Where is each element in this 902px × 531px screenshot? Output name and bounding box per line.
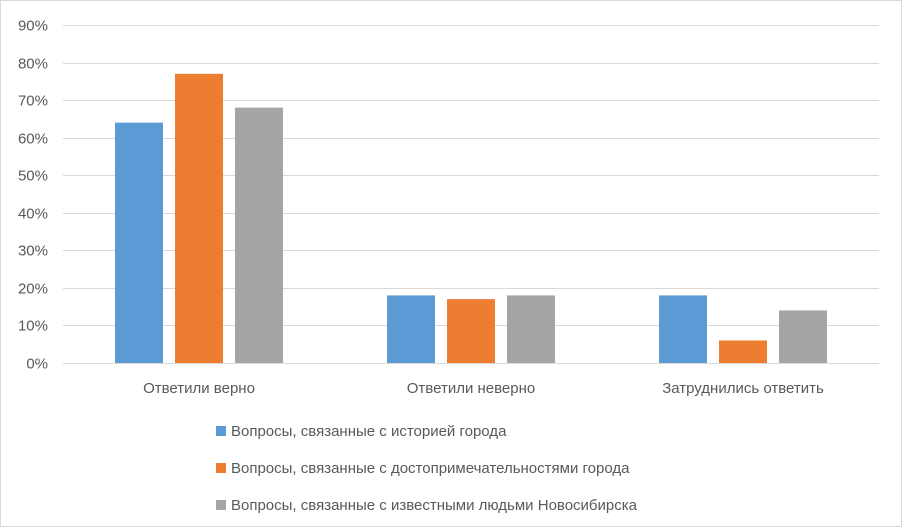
legend-label: Вопросы, связанные с историей города xyxy=(231,423,507,440)
y-tick-label: 10% xyxy=(18,318,48,335)
y-tick-label: 90% xyxy=(18,18,48,35)
y-tick-label: 70% xyxy=(18,93,48,110)
x-axis-ticks: Ответили верно Ответили неверно Затруднили… xyxy=(143,380,824,397)
bar xyxy=(719,340,767,363)
y-tick-label: 30% xyxy=(18,243,48,260)
legend-swatch xyxy=(216,463,226,473)
bar xyxy=(175,73,223,364)
legend-label: Вопросы, связанные с известными людьми Н… xyxy=(231,497,638,514)
y-tick-label: 20% xyxy=(18,281,48,298)
legend-label: Вопросы, связанные с достопримечательнос… xyxy=(231,460,630,477)
y-tick-label: 0% xyxy=(26,356,48,373)
legend-swatch xyxy=(216,500,226,510)
y-tick-label: 60% xyxy=(18,131,48,148)
y-tick-label: 50% xyxy=(18,168,48,185)
bar xyxy=(507,295,555,363)
x-tick-label: Ответили верно xyxy=(143,380,255,397)
bar xyxy=(235,107,283,363)
x-tick-label: Затруднились ответить xyxy=(662,380,824,397)
y-tick-label: 40% xyxy=(18,206,48,223)
bar xyxy=(779,310,827,363)
bar xyxy=(447,299,495,363)
y-axis-ticks: 0% 10% 20% 30% 40% 50% 60% 70% 80% 90% xyxy=(18,18,48,373)
legend: Вопросы, связанные с историей города Вопр… xyxy=(216,423,638,514)
y-tick-label: 80% xyxy=(18,56,48,73)
legend-swatch xyxy=(216,426,226,436)
bar xyxy=(115,122,163,364)
x-tick-label: Ответили неверно xyxy=(407,380,535,397)
bar xyxy=(659,295,707,363)
bar xyxy=(387,295,435,363)
bars xyxy=(115,73,827,364)
